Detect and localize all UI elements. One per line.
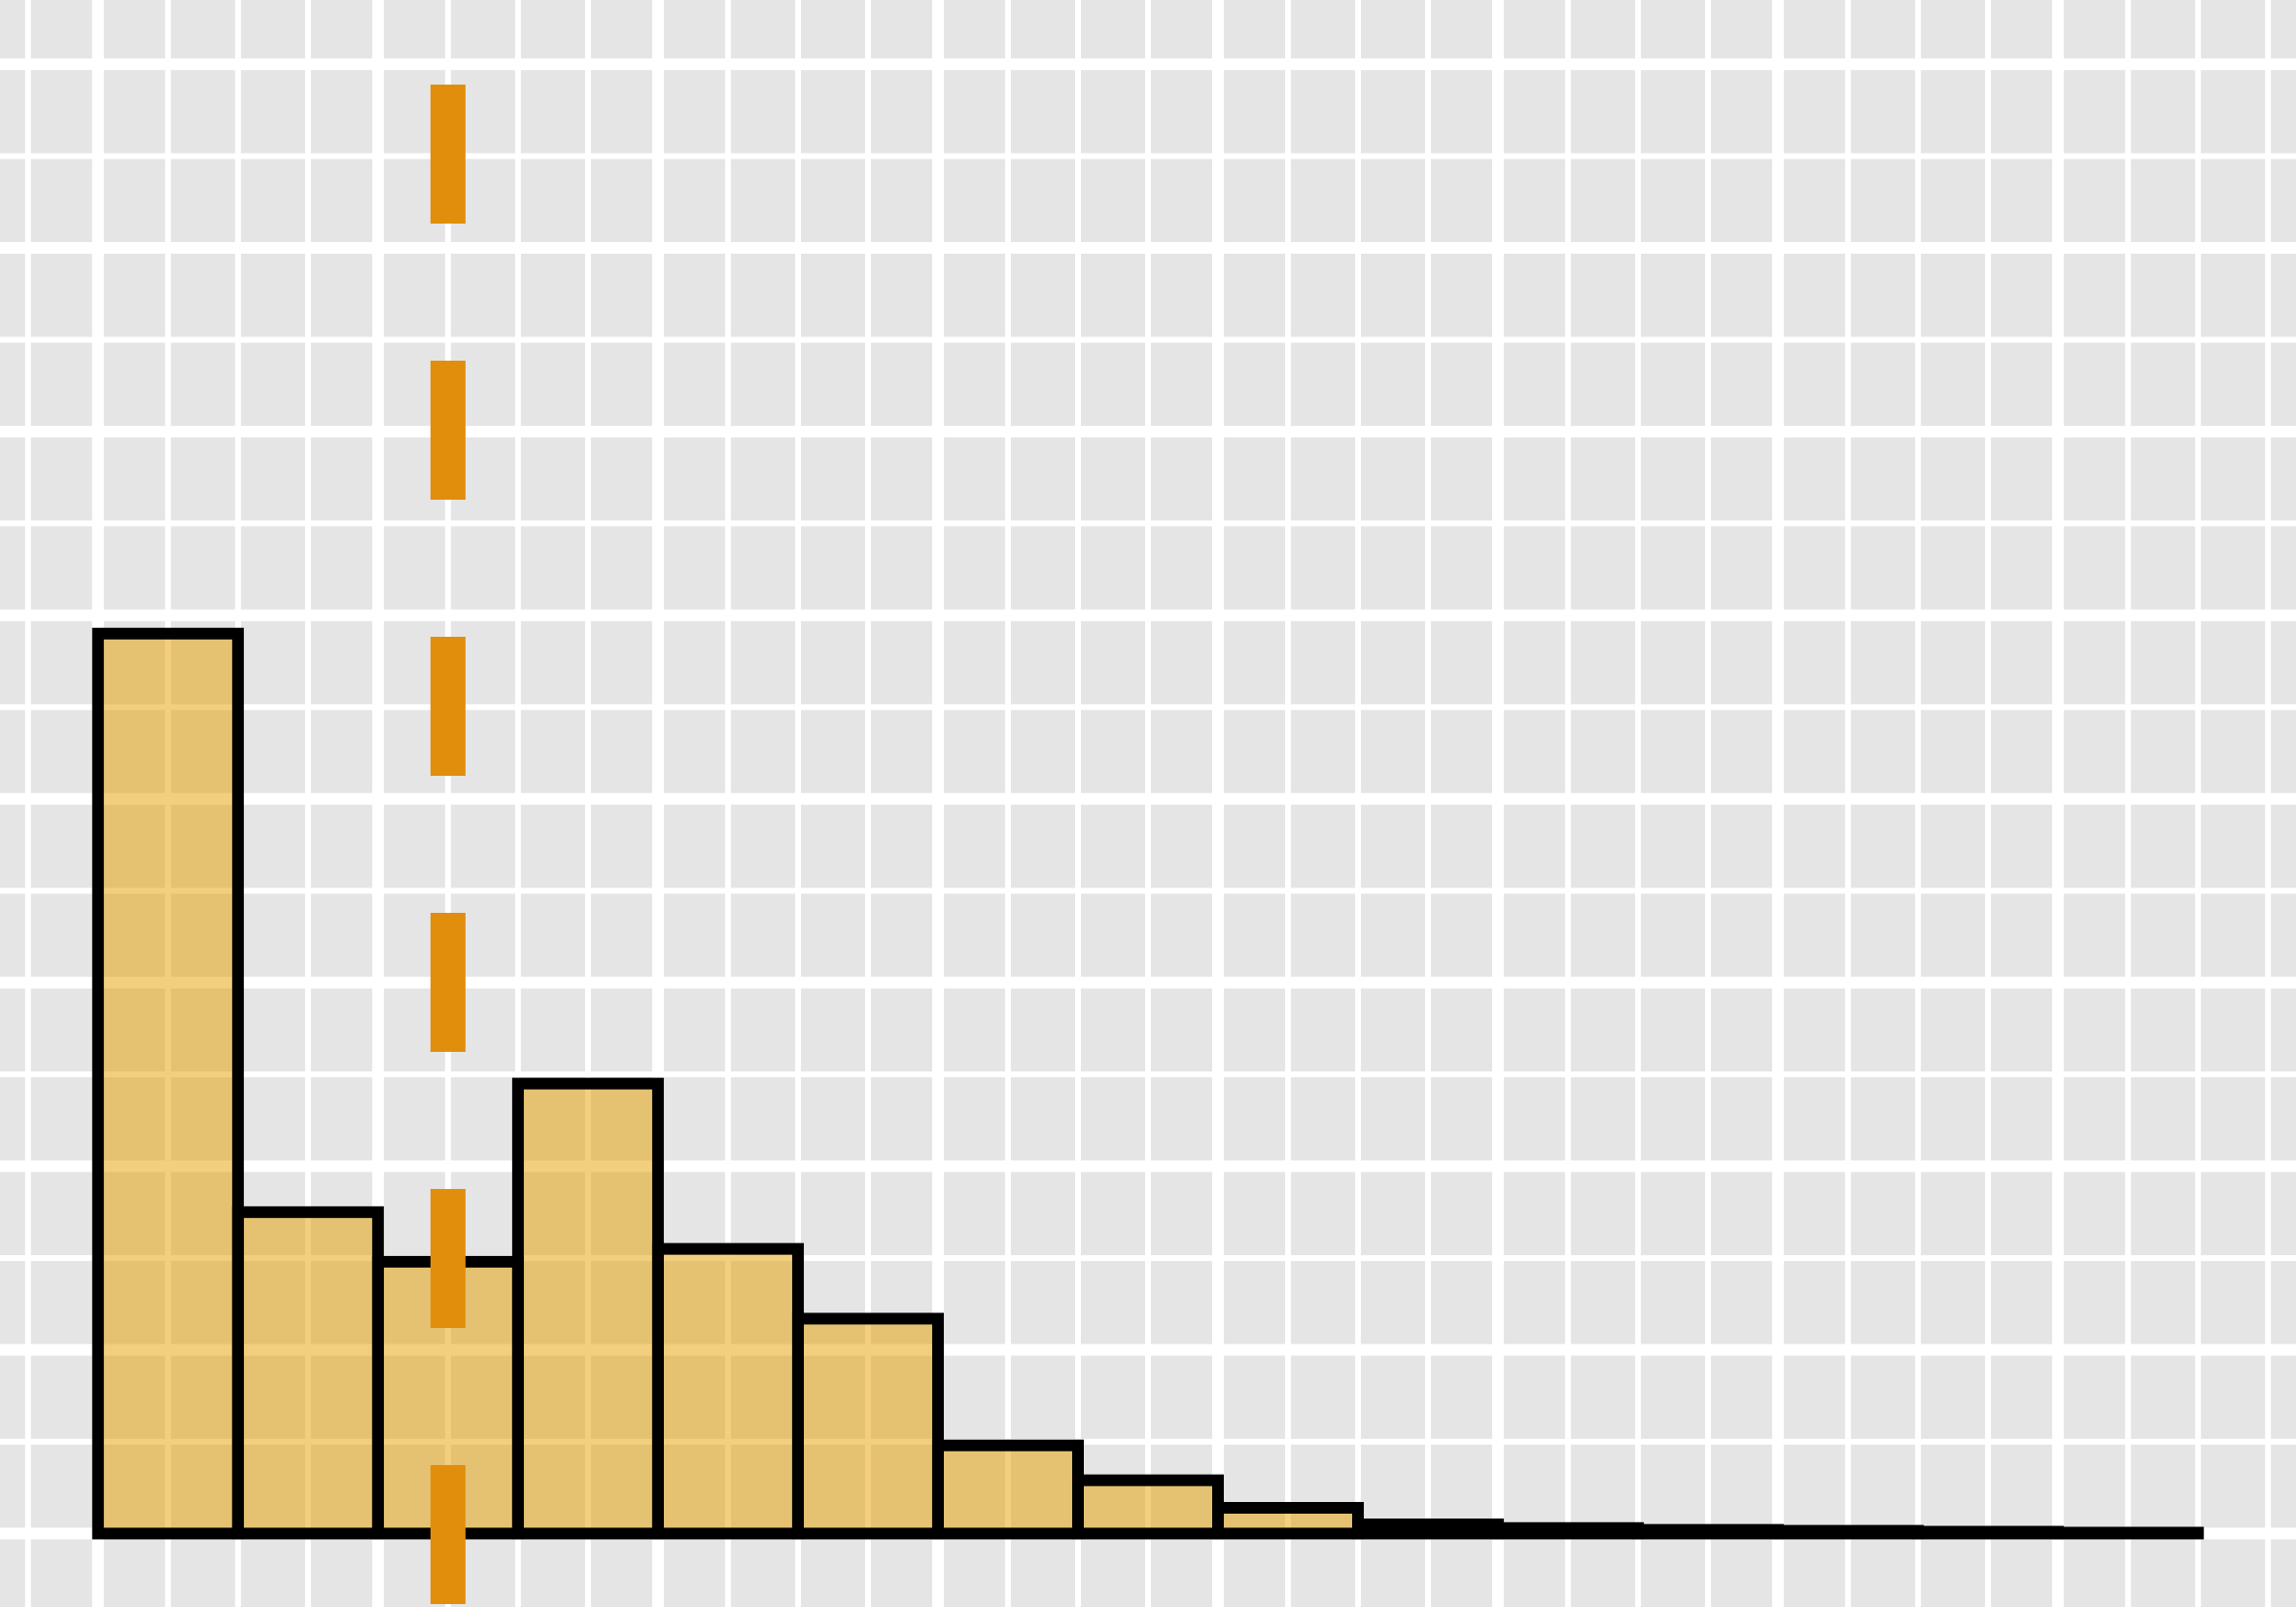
histogram-bar: [1912, 1525, 2065, 1540]
histogram-bar: [1492, 1521, 1645, 1540]
bars: [91, 627, 2205, 1540]
histogram-bar: [651, 1242, 804, 1540]
histogram-bar: [1632, 1523, 1785, 1540]
histogram-bar: [1772, 1524, 1925, 1540]
histogram-bar: [791, 1312, 944, 1540]
histogram-bar: [1212, 1501, 1365, 1540]
histogram-bar: [1352, 1518, 1505, 1540]
histogram-bar: [1071, 1474, 1225, 1540]
histogram-bar: [931, 1439, 1084, 1540]
histogram-bar: [511, 1077, 664, 1540]
histogram-bar: [2052, 1526, 2205, 1540]
histogram-bar: [91, 627, 244, 1540]
histogram-bar: [231, 1205, 384, 1540]
